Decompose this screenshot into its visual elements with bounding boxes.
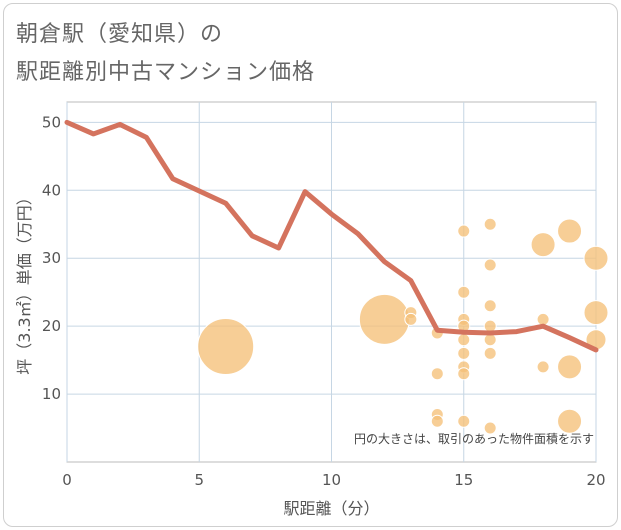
- x-tick-label: 15: [454, 471, 473, 489]
- data-bubble: [557, 408, 583, 434]
- data-bubble: [530, 232, 556, 258]
- data-bubble: [483, 346, 497, 360]
- y-tick-label: 50: [42, 113, 61, 131]
- data-bubble: [430, 414, 444, 428]
- data-bubble: [536, 360, 550, 374]
- y-tick-label: 40: [42, 181, 61, 199]
- x-axis-label: 駅距離（分）: [283, 499, 379, 518]
- data-bubble: [483, 333, 497, 347]
- chart-title-line2: 駅距離別中古マンション価格: [16, 60, 316, 85]
- data-bubble: [457, 285, 471, 299]
- x-tick-label: 0: [62, 471, 72, 489]
- data-bubble: [457, 367, 471, 381]
- y-axis-label: 坪（3.3㎡）単価（万円）: [15, 189, 34, 374]
- chart-annotation: 円の大きさは、取引のあった物件面積を示す: [354, 431, 594, 446]
- y-tick-label: 30: [42, 249, 61, 267]
- data-bubble: [457, 224, 471, 238]
- data-bubble: [583, 300, 609, 326]
- data-bubble: [583, 245, 609, 271]
- data-bubble: [457, 346, 471, 360]
- data-bubble: [430, 367, 444, 381]
- x-tick-label: 20: [586, 471, 605, 489]
- y-tick-label: 20: [42, 317, 61, 335]
- data-bubble: [197, 318, 255, 376]
- data-bubble: [457, 333, 471, 347]
- data-bubble: [483, 258, 497, 272]
- data-bubble: [457, 414, 471, 428]
- x-tick-label: 5: [194, 471, 204, 489]
- data-bubble: [483, 421, 497, 435]
- chart-title-line1: 朝倉駅（愛知県）の: [16, 22, 224, 47]
- data-bubble: [483, 217, 497, 231]
- x-tick-label: 10: [322, 471, 341, 489]
- data-bubble: [483, 299, 497, 313]
- data-bubble: [358, 293, 410, 345]
- data-bubble: [404, 312, 418, 326]
- average-price-line: [64, 119, 599, 353]
- data-bubble: [557, 218, 583, 244]
- data-bubble: [536, 312, 550, 326]
- y-tick-label: 10: [42, 385, 61, 403]
- data-bubble: [557, 354, 583, 380]
